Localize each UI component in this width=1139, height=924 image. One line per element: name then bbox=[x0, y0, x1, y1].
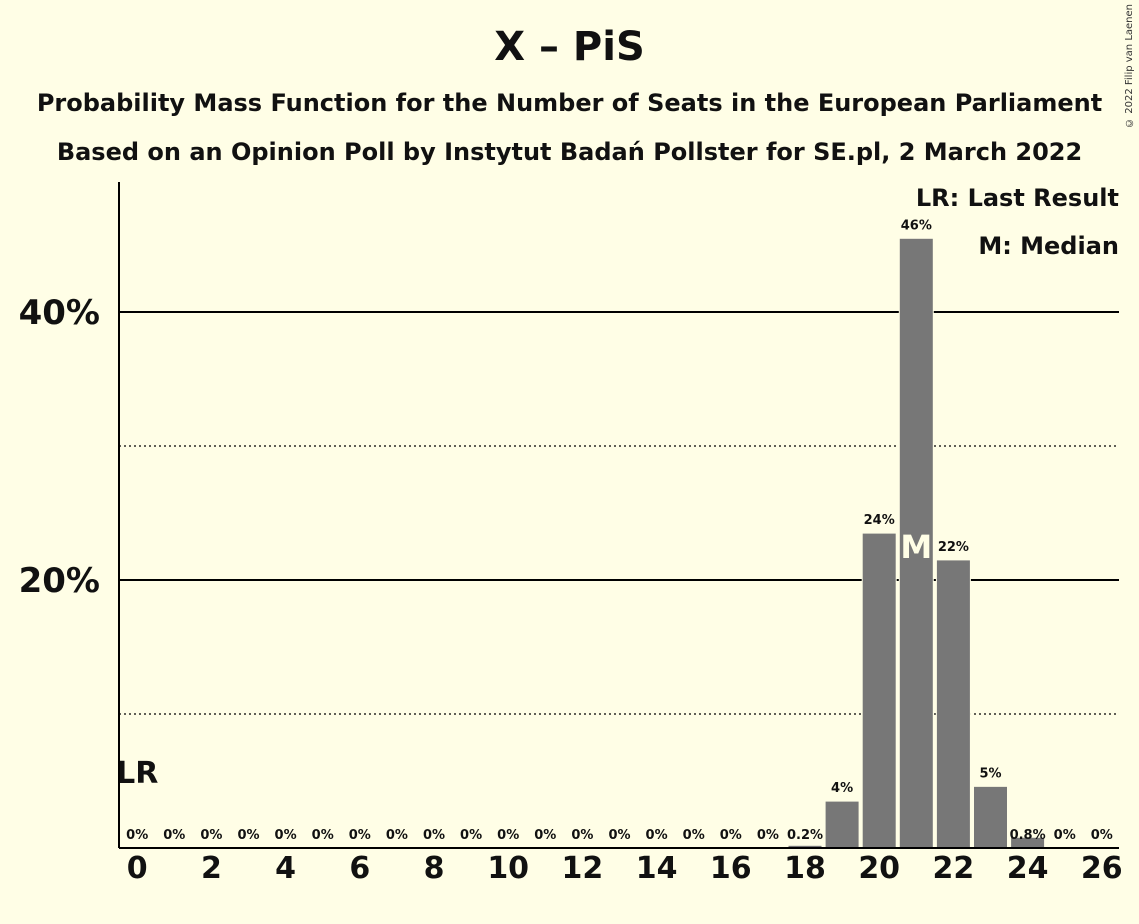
bar-value-label: 0% bbox=[423, 828, 445, 843]
bar bbox=[824, 800, 860, 849]
bar-value-label: 0% bbox=[237, 828, 259, 843]
x-tick-label: 0 bbox=[127, 851, 148, 886]
bar-value-label: 0% bbox=[497, 828, 519, 843]
bar-value-label: 0% bbox=[386, 828, 408, 843]
bar-value-label: 0% bbox=[163, 828, 185, 843]
bar-value-label: 0% bbox=[646, 828, 668, 843]
x-tick-label: 4 bbox=[275, 851, 296, 886]
bar-value-label: 0% bbox=[275, 828, 297, 843]
bar-value-label: 0.8% bbox=[1010, 828, 1046, 843]
x-tick-label: 16 bbox=[710, 851, 752, 886]
x-tick-label: 10 bbox=[487, 851, 529, 886]
x-tick-label: 14 bbox=[636, 851, 678, 886]
bar-value-label: 0% bbox=[720, 828, 742, 843]
bar-value-label: 24% bbox=[864, 513, 895, 528]
x-tick-label: 2 bbox=[201, 851, 222, 886]
bar-value-label: 0% bbox=[349, 828, 371, 843]
x-tick-label: 8 bbox=[424, 851, 445, 886]
chart-title: X – PiS bbox=[494, 24, 645, 70]
bar-value-label: 0% bbox=[1091, 828, 1113, 843]
bar-value-label: 0% bbox=[534, 828, 556, 843]
x-tick-label: 26 bbox=[1081, 851, 1123, 886]
bar-value-label: 0% bbox=[757, 828, 779, 843]
bar-value-label: 0% bbox=[460, 828, 482, 843]
bar bbox=[898, 237, 934, 849]
chart-subtitle-2: Based on an Opinion Poll by Instytut Bad… bbox=[56, 138, 1083, 166]
x-tick-label: 24 bbox=[1007, 851, 1049, 886]
bar bbox=[861, 532, 897, 849]
bar-value-label: 0% bbox=[608, 828, 630, 843]
x-tick-label: 18 bbox=[784, 851, 826, 886]
bar-value-label: 0% bbox=[1054, 828, 1076, 843]
x-tick-label: 6 bbox=[349, 851, 370, 886]
bar-value-label: 0% bbox=[683, 828, 705, 843]
bar-value-label: 4% bbox=[831, 781, 853, 796]
bar-value-label: 0% bbox=[200, 828, 222, 843]
chart-subtitle-1: Probability Mass Function for the Number… bbox=[36, 89, 1103, 117]
x-tick-label: 22 bbox=[933, 851, 975, 886]
x-tick-label: 12 bbox=[562, 851, 604, 886]
bar-value-label: 0% bbox=[312, 828, 334, 843]
bar-value-label: 5% bbox=[979, 766, 1001, 781]
bar-value-label: 22% bbox=[938, 540, 969, 555]
bar-value-label: 46% bbox=[901, 218, 932, 233]
bar bbox=[935, 559, 971, 849]
bar bbox=[973, 785, 1008, 849]
y-tick-label: 40% bbox=[19, 293, 100, 333]
y-tick-label: 20% bbox=[19, 561, 100, 601]
bar-value-label: 0% bbox=[126, 828, 148, 843]
bar-value-label: 0% bbox=[571, 828, 593, 843]
last-result-marker: LR bbox=[116, 756, 158, 791]
legend-last-result: LR: Last Result bbox=[915, 184, 1119, 212]
median-marker: M bbox=[900, 528, 932, 566]
legend-median: M: Median bbox=[978, 232, 1119, 260]
x-tick-label: 20 bbox=[858, 851, 900, 886]
bar-value-label: 0.2% bbox=[787, 828, 823, 843]
